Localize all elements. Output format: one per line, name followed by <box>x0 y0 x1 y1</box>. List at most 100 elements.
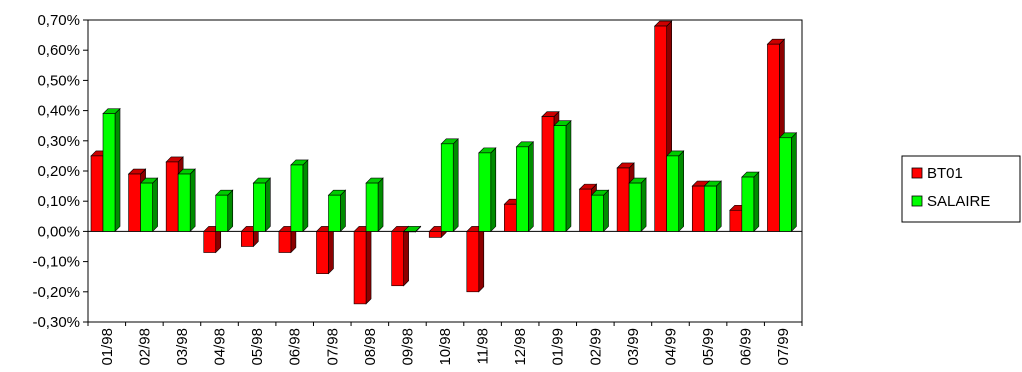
bar-bt01 <box>390 225 410 287</box>
bar-bt01 <box>466 225 485 293</box>
bar-bt01-front <box>729 209 743 232</box>
x-tick-label: 05/98 <box>249 328 266 366</box>
x-tick-label: 04/99 <box>662 328 679 366</box>
bar-salaire <box>327 189 347 233</box>
bar-bt01-front <box>391 231 404 287</box>
bar-salaire-side <box>490 147 497 233</box>
x-tick-label: 06/99 <box>738 328 755 366</box>
legend: BT01 SALAIRE <box>901 155 1021 223</box>
bar-bt01-front <box>278 231 292 253</box>
bar-salaire-side <box>189 168 196 233</box>
bar-salaire <box>365 177 384 233</box>
bar-salaire-front <box>553 125 567 232</box>
bar-salaire-side <box>791 132 797 233</box>
legend-swatch-salaire <box>911 195 923 207</box>
bar-bt01-front <box>691 185 705 232</box>
x-tick-label: 05/99 <box>700 328 717 366</box>
bar-salaire <box>778 132 798 233</box>
x-tick-label: 10/98 <box>437 328 454 366</box>
bar-bt01 <box>353 225 372 305</box>
bar-salaire-side <box>603 189 609 233</box>
x-tick-label: 08/98 <box>362 328 379 366</box>
legend-label-bt01: BT01 <box>927 165 963 182</box>
bar-bt01-front <box>504 203 517 232</box>
bars-group <box>90 20 798 305</box>
bar-bt01-front <box>616 167 630 232</box>
bar-salaire-front <box>253 182 266 232</box>
x-tick-label: 03/99 <box>625 328 642 366</box>
bar-bt01-side <box>365 225 372 305</box>
x-tick-label: 02/99 <box>587 328 604 366</box>
bar-salaire-side <box>302 159 309 233</box>
x-tick-label: 02/98 <box>136 328 153 366</box>
y-tick-label: 0,70% <box>37 12 80 29</box>
bar-salaire-front <box>440 143 454 232</box>
bar-salaire-front <box>365 182 379 232</box>
bar-salaire-side <box>565 119 572 233</box>
bar-salaire <box>703 180 722 233</box>
bar-salaire-front <box>177 173 191 232</box>
x-tick-label: 07/98 <box>324 328 341 366</box>
bar-bt01-front <box>579 188 592 232</box>
bar-salaire-side <box>640 177 647 233</box>
bar-salaire <box>139 177 159 233</box>
bar-salaire-side <box>452 138 459 233</box>
bar-salaire-side <box>715 180 722 233</box>
bar-salaire <box>665 150 685 233</box>
bar-bt01-front <box>428 231 442 238</box>
y-tick-label: -0,10% <box>32 254 80 271</box>
bar-salaire-front <box>516 146 529 232</box>
legend-label-salaire: SALAIRE <box>927 193 990 210</box>
y-tick-label: 0,20% <box>37 163 80 180</box>
bar-salaire <box>515 141 535 233</box>
bar-salaire-front <box>478 152 492 232</box>
y-tick-label: -0,20% <box>32 284 80 301</box>
bar-salaire-side <box>265 177 271 233</box>
bar-salaire <box>177 168 196 233</box>
bar-salaire-front <box>628 182 642 232</box>
bar-salaire-side <box>753 171 760 233</box>
bar-bt01-front <box>541 116 555 232</box>
bar-bt01-front <box>654 25 667 232</box>
bar-salaire-front <box>328 194 341 232</box>
y-tick-label: 0,40% <box>37 103 80 120</box>
bar-salaire <box>215 189 234 233</box>
x-tick-label: 04/98 <box>212 328 229 366</box>
bar-salaire-side <box>678 150 684 233</box>
bar-bt01 <box>315 225 335 275</box>
bar-salaire <box>741 171 760 233</box>
bar-bt01-front <box>203 231 217 253</box>
bar-salaire <box>102 107 121 233</box>
bar-salaire <box>402 225 422 233</box>
x-tick-label: 06/98 <box>287 328 304 366</box>
bar-salaire <box>628 177 647 233</box>
bar-salaire-side <box>377 177 384 233</box>
bar-bt01-front <box>353 231 367 305</box>
bar-salaire-front <box>140 182 153 232</box>
bar-salaire-front <box>591 194 604 232</box>
bar-salaire-side <box>340 189 346 233</box>
x-tick-label: 01/99 <box>550 328 567 366</box>
x-axis: 01/98 02/98 03/98 04/98 05/98 06/98 07/98 08/98… <box>87 322 803 366</box>
bar-salaire <box>252 177 272 233</box>
bar-salaire-side <box>227 189 234 233</box>
bar-salaire <box>590 189 610 233</box>
x-tick-label: 01/98 <box>99 328 116 366</box>
y-tick-label: 0,10% <box>37 193 80 210</box>
bar-salaire <box>440 138 459 233</box>
bar-bt01-front <box>90 155 104 232</box>
bar-bt01-front <box>466 231 480 293</box>
bar-salaire-side <box>528 141 534 233</box>
bar-salaire <box>478 147 497 233</box>
x-tick-label: 07/99 <box>775 328 792 366</box>
y-tick-label: 0,00% <box>37 223 80 240</box>
bar-bt01-side <box>403 225 409 287</box>
x-tick-label: 12/98 <box>512 328 529 366</box>
y-tick-label: 0,60% <box>37 42 80 59</box>
bar-salaire-front <box>290 164 304 232</box>
bar-salaire-front <box>779 137 792 232</box>
bar-bt01-front <box>241 231 254 247</box>
bar-salaire <box>553 119 572 233</box>
bar-salaire-front <box>215 194 229 232</box>
